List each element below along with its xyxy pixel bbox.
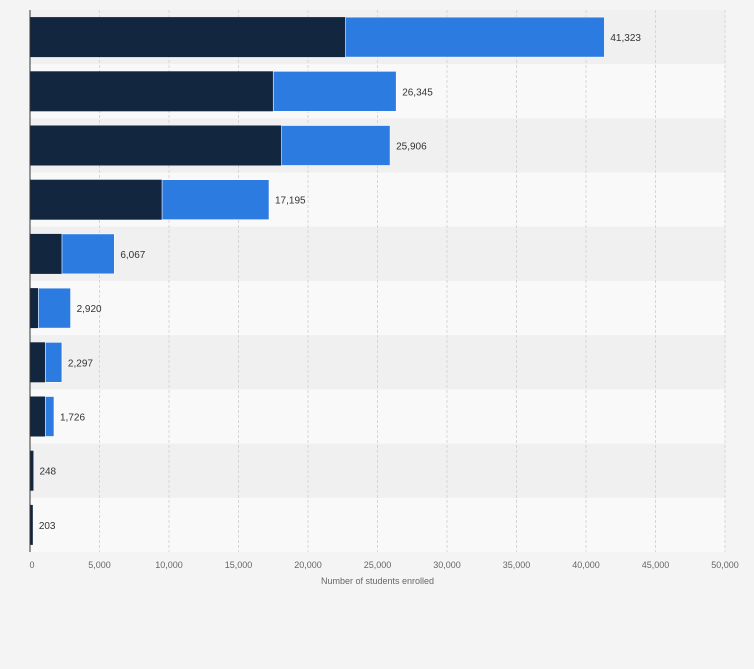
x-axis: 0 5,000 10,000 15,000 20,000 25,000 30,000 35,0…	[29, 10, 739, 570]
bar-segment-series-1	[30, 233, 62, 274]
x-tick-label: 50,000	[711, 560, 739, 570]
bar-segment-series-2	[161, 179, 270, 220]
bar-segment-series-2	[44, 341, 63, 383]
data-label: 25,906	[396, 142, 427, 153]
x-tick-label: 30,000	[433, 560, 461, 570]
bar-segment-series-1	[30, 125, 282, 166]
data-labels: 41,323 26,345 25,906 17,195 6,067 2,920 2,297 1…	[39, 33, 642, 532]
bar-segment-series-1	[30, 342, 46, 383]
bar-segment-series-1	[30, 450, 34, 491]
bar-segment-series-2	[272, 71, 397, 112]
data-label: 1,726	[60, 413, 85, 424]
bars	[30, 16, 605, 545]
bar-segment-series-1	[30, 504, 33, 545]
data-label: 248	[39, 467, 56, 478]
x-tick-label: 40,000	[572, 560, 600, 570]
data-label: 41,323	[610, 33, 641, 44]
bar-segment-series-1	[30, 179, 163, 220]
x-tick-label: 10,000	[155, 560, 183, 570]
bar-segment-series-2	[44, 396, 55, 437]
bar-segment-series-2	[345, 16, 605, 58]
bar-segment-series-1	[30, 288, 39, 329]
x-tick-label: 20,000	[294, 560, 322, 570]
x-tick-label: 35,000	[503, 560, 531, 570]
data-label: 17,195	[275, 196, 306, 207]
bar-segment-series-1	[30, 396, 46, 437]
data-label: 6,067	[120, 250, 145, 261]
bar-segment-series-1	[30, 71, 274, 112]
x-tick-label: 25,000	[364, 560, 392, 570]
bar-segment-series-2	[61, 233, 115, 275]
data-label: 2,920	[77, 304, 102, 315]
data-label: 203	[39, 521, 56, 532]
bar-segment-series-2	[38, 287, 71, 329]
data-label: 26,345	[402, 87, 433, 98]
bar-segment-series-2	[281, 125, 391, 166]
x-tick-label: 45,000	[642, 560, 670, 570]
gridlines	[99, 10, 726, 552]
data-label: 2,297	[68, 358, 93, 369]
x-tick-label: 15,000	[225, 560, 253, 570]
bar-segment-series-1	[30, 17, 346, 58]
x-tick-label: 5,000	[88, 560, 111, 570]
x-tick-label: 0	[29, 560, 34, 570]
x-axis-title: Number of students enrolled	[321, 576, 434, 586]
